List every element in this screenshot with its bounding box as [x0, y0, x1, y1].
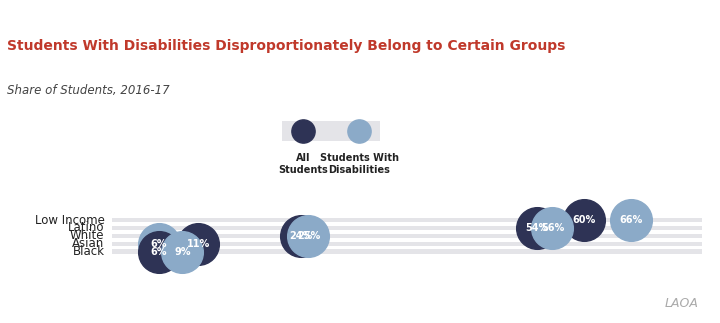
Point — [176, 249, 188, 254]
Point — [302, 233, 314, 238]
Text: 24%: 24% — [289, 231, 312, 241]
Text: 9%: 9% — [174, 246, 191, 256]
Point — [578, 217, 590, 223]
Text: 6%: 6% — [150, 239, 167, 249]
Point — [354, 128, 365, 133]
Text: Black: Black — [73, 245, 104, 258]
Text: Latino: Latino — [68, 222, 104, 234]
Point — [294, 233, 306, 238]
Bar — [112, 226, 702, 230]
Text: 25%: 25% — [297, 231, 320, 241]
Bar — [112, 249, 702, 254]
Text: White: White — [70, 229, 104, 242]
Text: 11%: 11% — [186, 239, 210, 249]
Bar — [112, 242, 702, 246]
Point — [297, 128, 309, 133]
Text: 60%: 60% — [572, 215, 595, 225]
Text: 56%: 56% — [541, 223, 564, 233]
Text: Low Income: Low Income — [35, 214, 104, 226]
Text: 54%: 54% — [525, 223, 549, 233]
Text: Students With Disabilities Disproportionately Belong to Certain Groups: Students With Disabilities Disproportion… — [7, 39, 566, 53]
Point — [626, 217, 637, 223]
Text: 66%: 66% — [619, 215, 643, 225]
Text: 6%: 6% — [150, 246, 167, 256]
Text: All
Students: All Students — [279, 153, 328, 175]
Point — [192, 241, 204, 246]
Point — [531, 225, 542, 231]
Point — [546, 225, 558, 231]
Point — [153, 249, 165, 254]
Point — [153, 241, 165, 246]
Text: Asian: Asian — [72, 237, 104, 250]
Text: Figure 5: Figure 5 — [10, 12, 66, 25]
Text: LAOA: LAOA — [665, 297, 698, 310]
Bar — [282, 121, 380, 141]
Text: Students With
Disabilities: Students With Disabilities — [320, 153, 399, 175]
Bar — [112, 234, 702, 238]
Text: Share of Students, 2016-17: Share of Students, 2016-17 — [7, 84, 170, 97]
Bar — [112, 218, 702, 222]
